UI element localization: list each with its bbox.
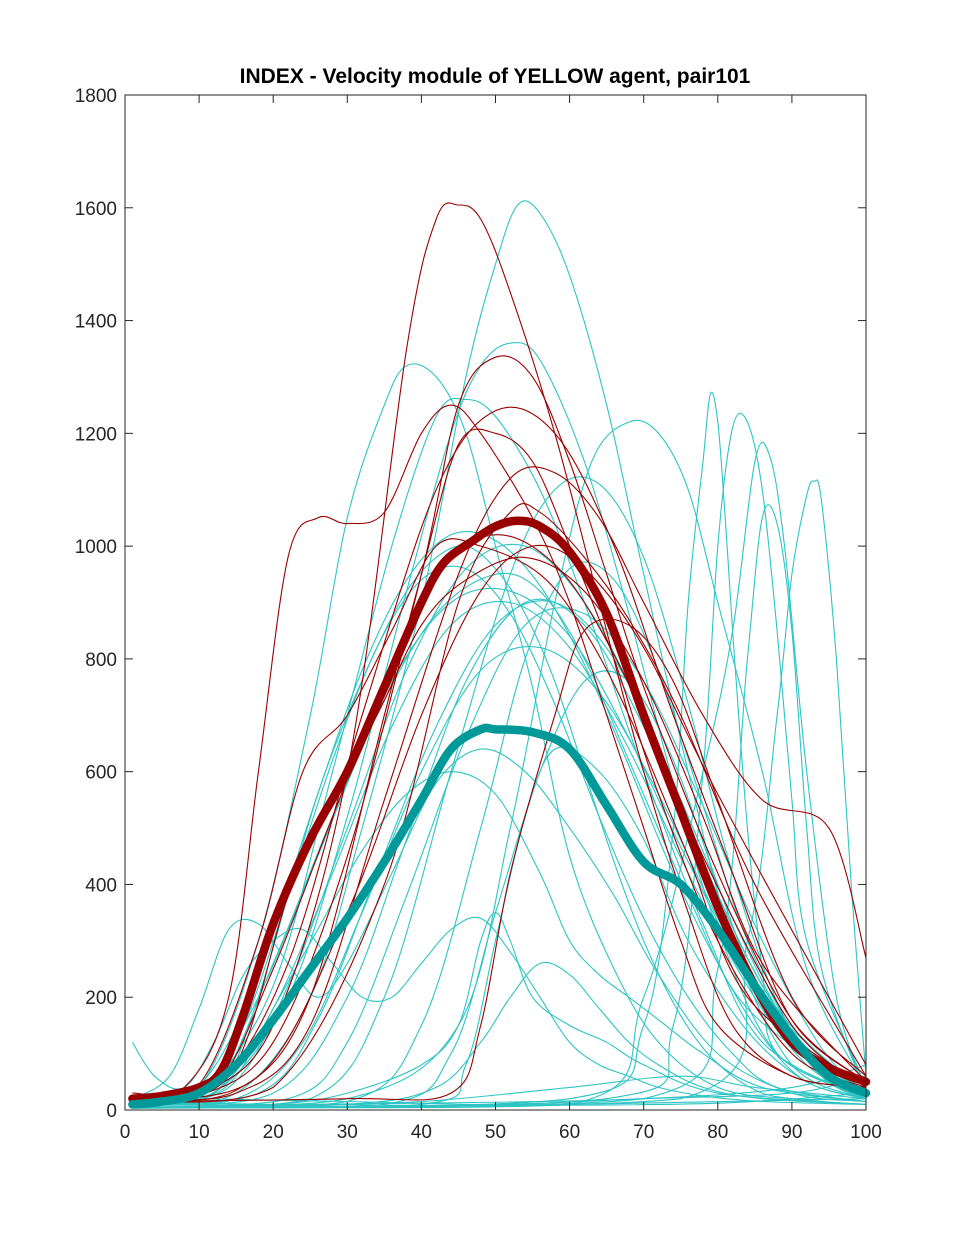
x-tick-label: 30 [337, 1122, 358, 1143]
x-tick-label: 80 [707, 1122, 728, 1143]
trial-line-cyan [132, 391, 867, 1108]
y-tick-label: 1600 [75, 199, 117, 220]
trial-line-red [132, 534, 867, 1103]
y-tick-label: 0 [106, 1101, 117, 1122]
y-tick-label: 1000 [75, 537, 117, 558]
x-tick-label: 100 [850, 1122, 882, 1143]
x-tick-label: 40 [411, 1122, 432, 1143]
trial-line-red [132, 406, 867, 1102]
trial-line-red [132, 538, 867, 1101]
trial-line-red [132, 503, 867, 1103]
trial-line-cyan [132, 748, 867, 1103]
x-tick-label: 20 [263, 1122, 284, 1143]
trial-line-red [132, 404, 867, 1097]
y-tick-label: 600 [85, 763, 117, 784]
x-tick-label: 60 [559, 1122, 580, 1143]
mean-line-mean_cyan [128, 723, 871, 1109]
x-tick-label: 90 [781, 1122, 802, 1143]
trial-line-cyan [132, 419, 867, 1106]
trial-line-red [132, 544, 867, 1100]
trial-line-cyan [132, 479, 867, 1108]
trial-line-cyan [132, 565, 867, 1105]
y-tick-label: 1200 [75, 424, 117, 445]
x-tick-label: 50 [485, 1122, 506, 1143]
trial-line-cyan [132, 397, 867, 1106]
mean-line-red [128, 516, 871, 1103]
x-tick-label: 70 [633, 1122, 654, 1143]
trial-line-cyan [132, 476, 867, 1108]
trial-line-red [132, 202, 867, 1101]
y-tick-label: 200 [85, 988, 117, 1009]
y-tick-label: 400 [85, 875, 117, 896]
y-tick-label: 800 [85, 650, 117, 671]
data-layer [128, 200, 871, 1109]
trial-line-red [132, 618, 867, 1103]
trial-line-cyan [132, 607, 867, 1106]
y-tick-label: 1800 [75, 86, 117, 107]
trial-line-cyan [132, 587, 867, 1105]
trial-line-cyan [131, 916, 867, 1105]
y-tick-label: 1400 [75, 312, 117, 333]
trial-line-cyan [132, 543, 867, 1105]
trial-line-cyan [132, 561, 867, 1108]
trial-line-cyan [132, 412, 867, 1108]
trial-line-cyan [132, 441, 867, 1109]
x-tick-label: 10 [189, 1122, 210, 1143]
x-tick-label: 0 [120, 1122, 131, 1143]
trial-line-cyan [132, 1064, 867, 1107]
chart-title: INDEX - Velocity module of YELLOW agent,… [240, 65, 751, 88]
axes-layer: 0 10 20 30 40 50 60 70 80 90 100020040060080010001… [75, 86, 882, 1143]
trial-line-red [132, 556, 867, 1100]
